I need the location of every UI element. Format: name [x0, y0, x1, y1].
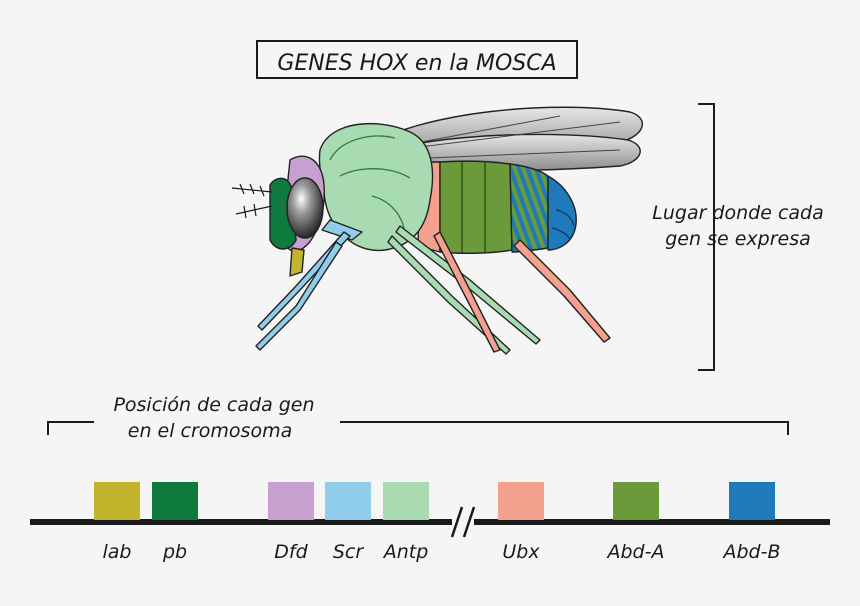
- gene-box-abd-a: [613, 482, 659, 520]
- gene-label-antp: Antp: [382, 541, 429, 563]
- chromosome-break-icon: [450, 506, 476, 538]
- gene-box-ubx: [498, 482, 544, 520]
- position-label-line1: Posición de cada gen: [113, 394, 314, 416]
- gene-label-dfd: Dfd: [274, 541, 308, 563]
- chromosome: [30, 506, 830, 538]
- gene-label-abd-b: Abd-B: [721, 541, 780, 563]
- fly-antennae: [231, 183, 273, 219]
- title-box: GENES HOX en la MOSCA: [256, 40, 578, 79]
- gene-box-antp: [383, 482, 429, 520]
- gene-label-pb: pb: [162, 541, 187, 563]
- gene-label-ubx: Ubx: [502, 541, 540, 563]
- gene-box-abd-b: [729, 482, 775, 520]
- gene-label-lab: lab: [103, 541, 132, 563]
- gene-label-scr: Scr: [333, 541, 365, 563]
- fly-illustration: [231, 106, 643, 355]
- position-bracket: [47, 421, 789, 435]
- gene-box-dfd: [268, 482, 314, 520]
- fly-abdomen: [417, 160, 577, 255]
- expression-label-line1: Lugar donde cada: [652, 202, 824, 224]
- page-title: GENES HOX en la MOSCA: [277, 51, 556, 76]
- gene-box-pb: [152, 482, 198, 520]
- expression-label-line2: gen se expresa: [665, 228, 811, 250]
- gene-label-abd-a: Abd-A: [606, 541, 665, 563]
- fly-legs-front: [255, 219, 363, 351]
- gene-list: lab pb Dfd Scr Antp Ubx Abd-A Abd-B: [94, 482, 781, 563]
- position-label-line2: en el cromosoma: [128, 420, 292, 442]
- gene-box-lab: [94, 482, 140, 520]
- gene-box-scr: [325, 482, 371, 520]
- fly-legs-rear: [433, 231, 611, 353]
- fly-thorax: [318, 122, 434, 252]
- expression-bracket: [698, 103, 715, 371]
- fly-head: [269, 155, 325, 277]
